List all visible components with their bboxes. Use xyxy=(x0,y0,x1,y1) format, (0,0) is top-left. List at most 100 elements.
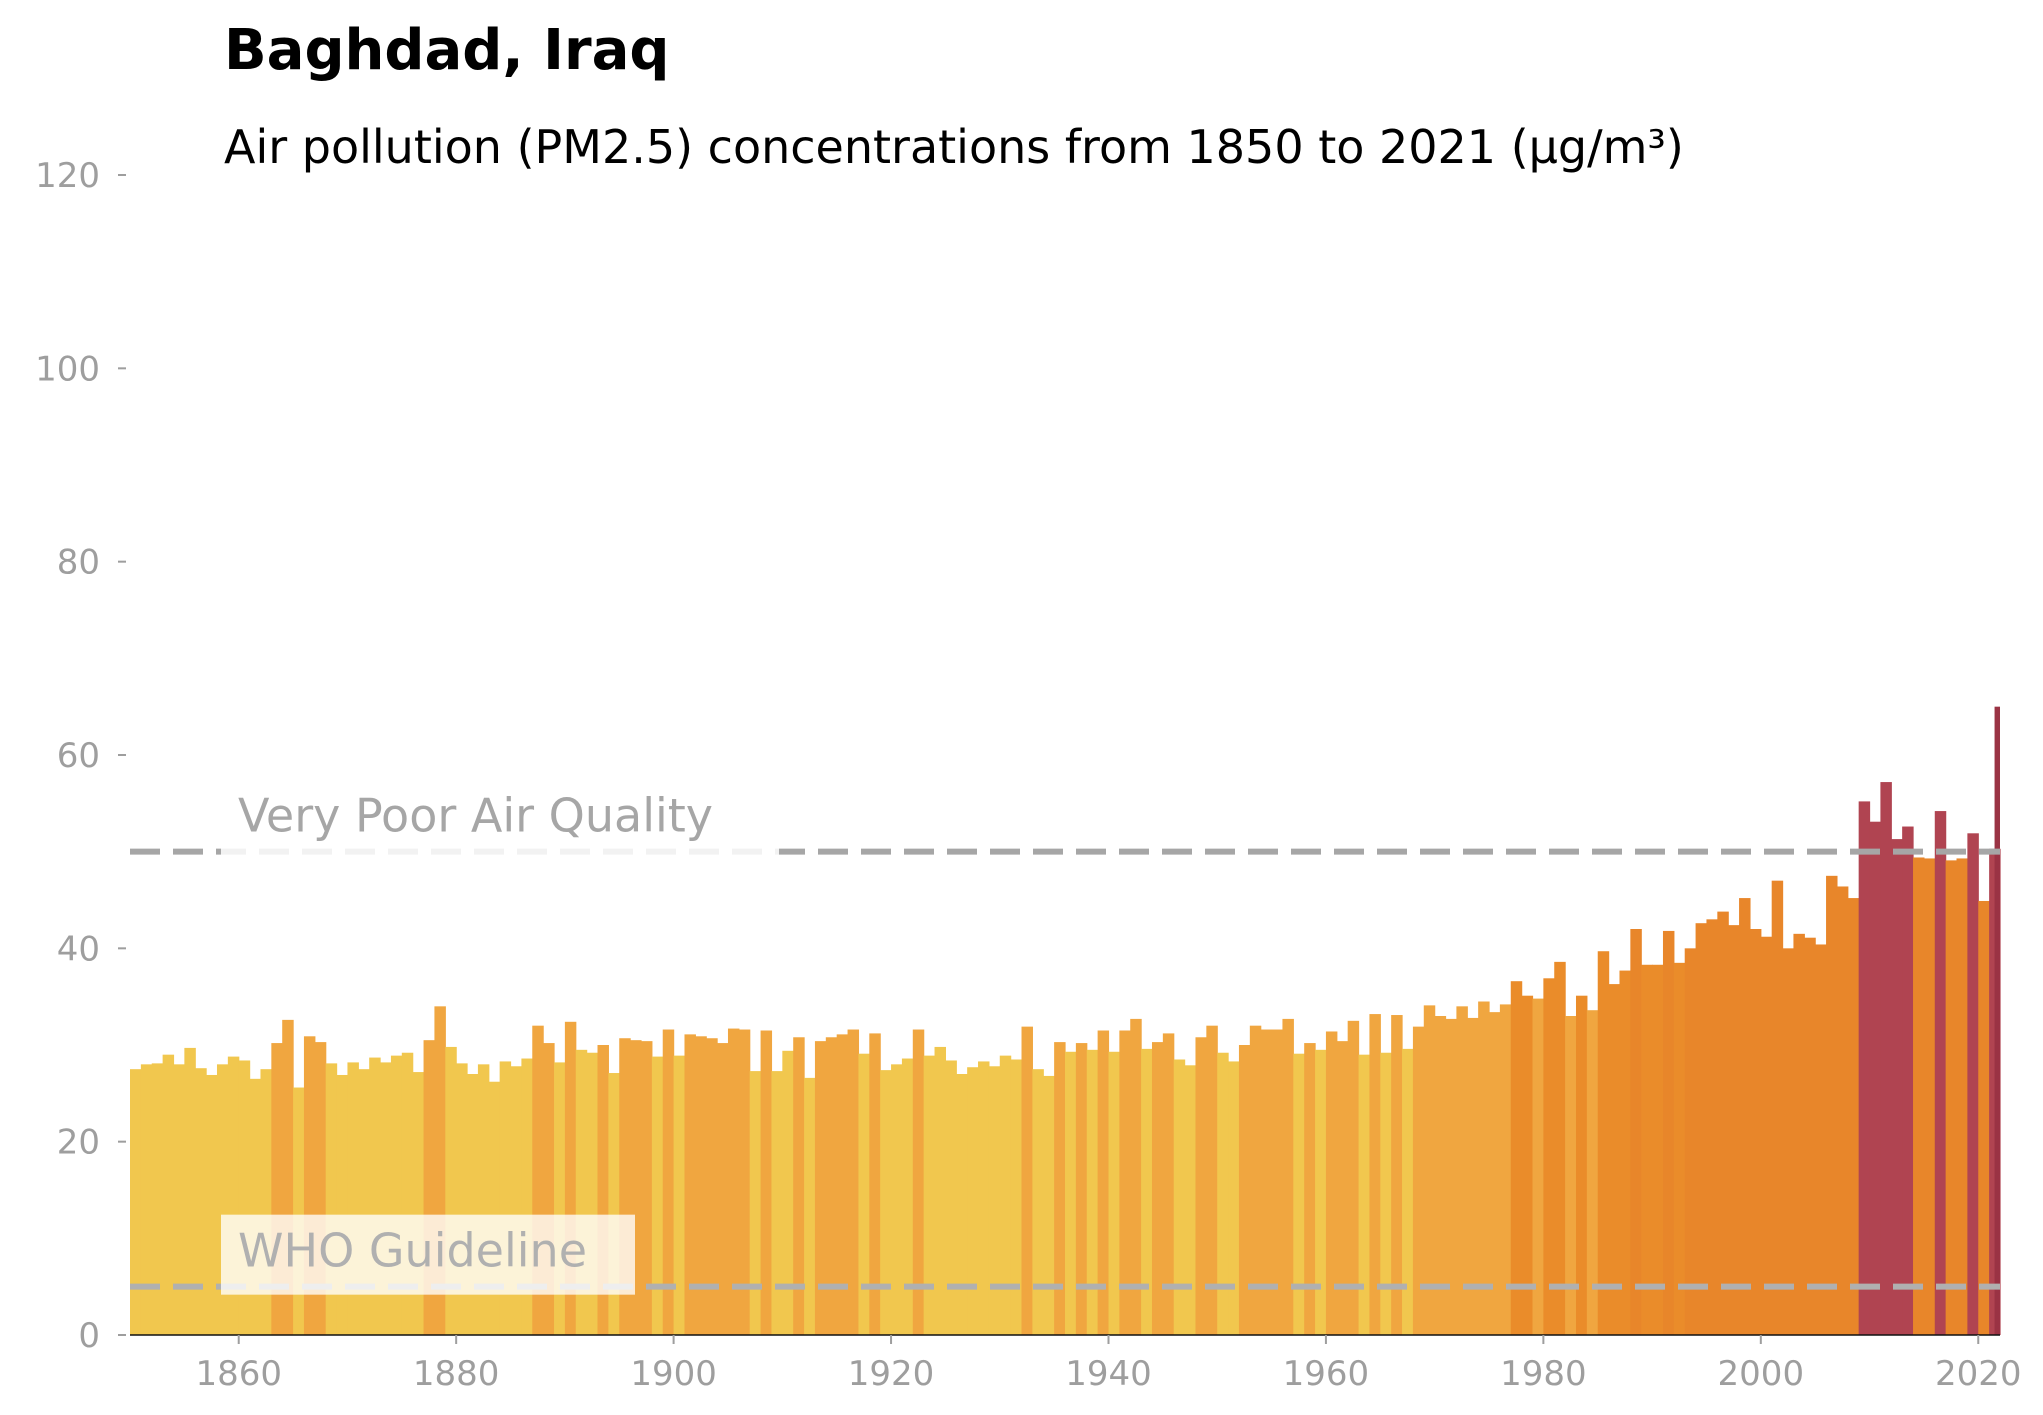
bar-1952 xyxy=(1238,1045,1251,1335)
bar-1904 xyxy=(717,1043,729,1335)
bar-1908 xyxy=(760,1030,773,1335)
bar-1961 xyxy=(1336,1041,1349,1335)
bar-1853 xyxy=(162,1054,175,1335)
bar-1861 xyxy=(249,1078,262,1335)
bar-1915 xyxy=(836,1034,849,1335)
bar-2009 xyxy=(1858,801,1871,1335)
bar-1973 xyxy=(1467,1017,1479,1335)
bar-1912 xyxy=(804,1077,816,1335)
reference-lines-layer: Very Poor Air Quality WHO Guideline xyxy=(130,789,2000,1295)
y-tick-label-0: 0 xyxy=(78,1316,100,1356)
bar-1877 xyxy=(423,1040,436,1335)
bar-1888 xyxy=(543,1043,555,1335)
bar-1950 xyxy=(1217,1052,1229,1335)
who-label-backdrop xyxy=(221,1214,635,1295)
bar-1962 xyxy=(1347,1020,1360,1335)
bar-1873 xyxy=(380,1062,392,1335)
bar-1905 xyxy=(727,1028,740,1335)
bar-2007 xyxy=(1836,886,1849,1335)
bar-1951 xyxy=(1228,1061,1240,1335)
bar-1928 xyxy=(978,1061,990,1335)
bar-1881 xyxy=(467,1074,479,1335)
bar-2014 xyxy=(1913,857,1925,1335)
bar-1984 xyxy=(1586,1010,1599,1335)
bar-1997 xyxy=(1728,925,1740,1335)
bar-1929 xyxy=(988,1066,1001,1335)
bar-1875 xyxy=(401,1052,414,1335)
bar-1957 xyxy=(1293,1053,1305,1335)
bar-1895 xyxy=(619,1038,631,1335)
bar-1894 xyxy=(608,1073,620,1335)
bar-1949 xyxy=(1206,1025,1218,1335)
bar-1966 xyxy=(1391,1015,1403,1335)
bar-1941 xyxy=(1119,1030,1131,1335)
bar-2003 xyxy=(1793,933,1805,1335)
bar-1947 xyxy=(1184,1065,1197,1335)
bar-1879 xyxy=(445,1046,457,1335)
bar-1994 xyxy=(1695,923,1708,1335)
who-guideline-label: WHO Guideline xyxy=(238,1224,587,1278)
bar-1863 xyxy=(271,1043,283,1335)
bar-1981 xyxy=(1554,961,1566,1335)
bar-1978 xyxy=(1521,995,1534,1335)
bar-1946 xyxy=(1173,1059,1186,1335)
axis-layer: 0 20 40 60 80 100 120 1860 1880 1900 1920 1940 1960 1… xyxy=(35,156,2021,1394)
bar-1903 xyxy=(706,1038,718,1335)
bar-1969 xyxy=(1423,1005,1436,1335)
bar-1927 xyxy=(967,1067,979,1335)
bar-1934 xyxy=(1043,1075,1055,1335)
bar-1906 xyxy=(738,1029,751,1335)
bar-1891 xyxy=(575,1049,588,1335)
bars-layer xyxy=(130,706,2001,1335)
bar-1976 xyxy=(1499,1004,1512,1335)
bar-1857 xyxy=(206,1074,218,1335)
bar-1922 xyxy=(912,1029,925,1335)
y-tick-label-60: 60 xyxy=(57,736,100,776)
bar-2012 xyxy=(1891,839,1903,1335)
bar-1923 xyxy=(923,1055,936,1335)
bar-1901 xyxy=(684,1034,696,1335)
bar-1933 xyxy=(1032,1069,1044,1335)
bar-1870 xyxy=(347,1062,359,1335)
bar-1859 xyxy=(227,1056,240,1335)
bar-1992 xyxy=(1673,962,1686,1335)
y-tick-label-120: 120 xyxy=(35,156,100,196)
bar-1948 xyxy=(1195,1037,1207,1335)
bar-1968 xyxy=(1412,1026,1425,1335)
bar-1916 xyxy=(847,1029,860,1335)
bar-1935 xyxy=(1054,1042,1066,1335)
bar-2018 xyxy=(1956,858,1968,1335)
x-tick-label-1900: 1900 xyxy=(630,1354,717,1394)
bar-1964 xyxy=(1369,1014,1381,1335)
bar-1982 xyxy=(1565,1016,1577,1335)
bar-1902 xyxy=(695,1036,707,1335)
bar-1936 xyxy=(1065,1051,1077,1335)
bar-2015 xyxy=(1923,858,1936,1335)
bar-2002 xyxy=(1782,948,1795,1335)
bar-1900 xyxy=(673,1055,686,1335)
bar-1943 xyxy=(1141,1048,1153,1335)
bar-1851 xyxy=(140,1064,153,1335)
bar-1932 xyxy=(1021,1026,1033,1335)
very-poor-label: Very Poor Air Quality xyxy=(238,789,713,843)
bar-2011 xyxy=(1880,782,1892,1335)
bar-1892 xyxy=(586,1052,599,1335)
bar-2008 xyxy=(1847,898,1860,1335)
bar-1986 xyxy=(1608,984,1621,1335)
bar-1874 xyxy=(390,1055,403,1335)
bar-2000 xyxy=(1760,936,1773,1335)
x-tick-label-1920: 1920 xyxy=(848,1354,935,1394)
y-tick-label-100: 100 xyxy=(35,349,100,389)
bar-1850 xyxy=(130,1069,142,1335)
bar-1886 xyxy=(521,1058,533,1335)
bar-1852 xyxy=(151,1063,164,1335)
bar-1998 xyxy=(1739,898,1751,1335)
bar-1882 xyxy=(477,1064,490,1335)
bar-1959 xyxy=(1315,1049,1327,1335)
bar-1970 xyxy=(1434,1016,1447,1335)
bar-1893 xyxy=(597,1045,609,1335)
bar-1907 xyxy=(749,1071,762,1335)
bar-2017 xyxy=(1945,860,1958,1335)
bar-1990 xyxy=(1652,964,1664,1335)
